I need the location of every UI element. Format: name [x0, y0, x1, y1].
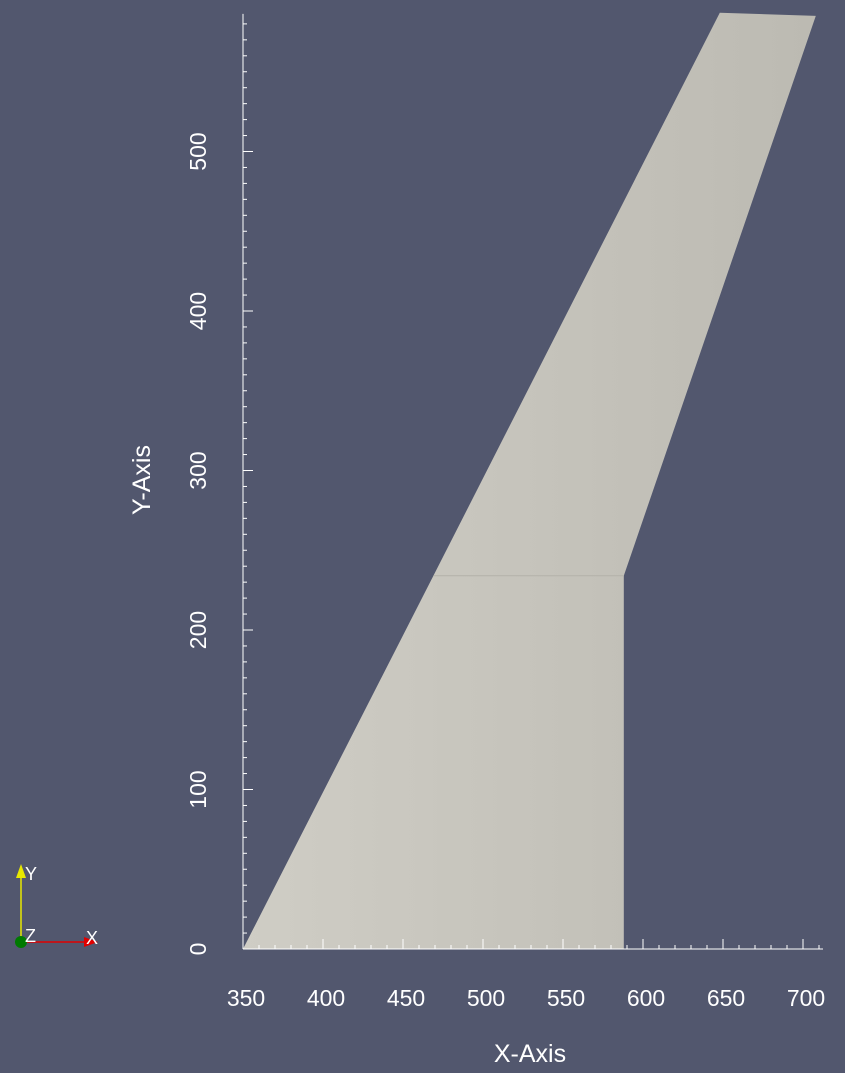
y-axis-ticks [243, 23, 253, 950]
y-tick-label: 300 [185, 451, 211, 489]
wing-mesh[interactable] [243, 12, 816, 949]
y-arrow-head [16, 864, 26, 878]
x-tick-label: 650 [707, 985, 745, 1011]
x-tick-label: 600 [627, 985, 665, 1011]
x-axis-ticks [242, 939, 820, 949]
x-arrow-head [84, 937, 98, 947]
y-tick-label: 100 [185, 770, 211, 808]
orientation-axes-widget: Y Z X [15, 864, 98, 948]
x-tick-label: 550 [547, 985, 585, 1011]
x-axis-tick-labels: 350 400 450 500 550 600 650 700 [227, 985, 825, 1011]
orientation-x-label: X [86, 928, 98, 948]
y-axis-tick-labels: 0 100 200 300 400 500 [185, 132, 211, 955]
wing-surface[interactable] [243, 12, 816, 949]
z-axis-dot [15, 936, 27, 948]
orientation-y-label: Y [25, 864, 37, 884]
y-axis-title: Y-Axis [128, 445, 156, 515]
y-tick-label: 0 [185, 943, 211, 956]
x-tick-label: 500 [467, 985, 505, 1011]
x-tick-label: 450 [387, 985, 425, 1011]
x-axis-title: X-Axis [494, 1040, 566, 1068]
y-tick-label: 400 [185, 292, 211, 330]
x-tick-label: 350 [227, 985, 265, 1011]
y-tick-label: 500 [185, 132, 211, 170]
orientation-z-label: Z [25, 926, 36, 946]
x-tick-label: 700 [787, 985, 825, 1011]
cube-axes: 350 400 450 500 550 600 650 700 0 100 200 300 400 50… [128, 13, 825, 1068]
y-tick-label: 200 [185, 611, 211, 649]
x-tick-label: 400 [307, 985, 345, 1011]
